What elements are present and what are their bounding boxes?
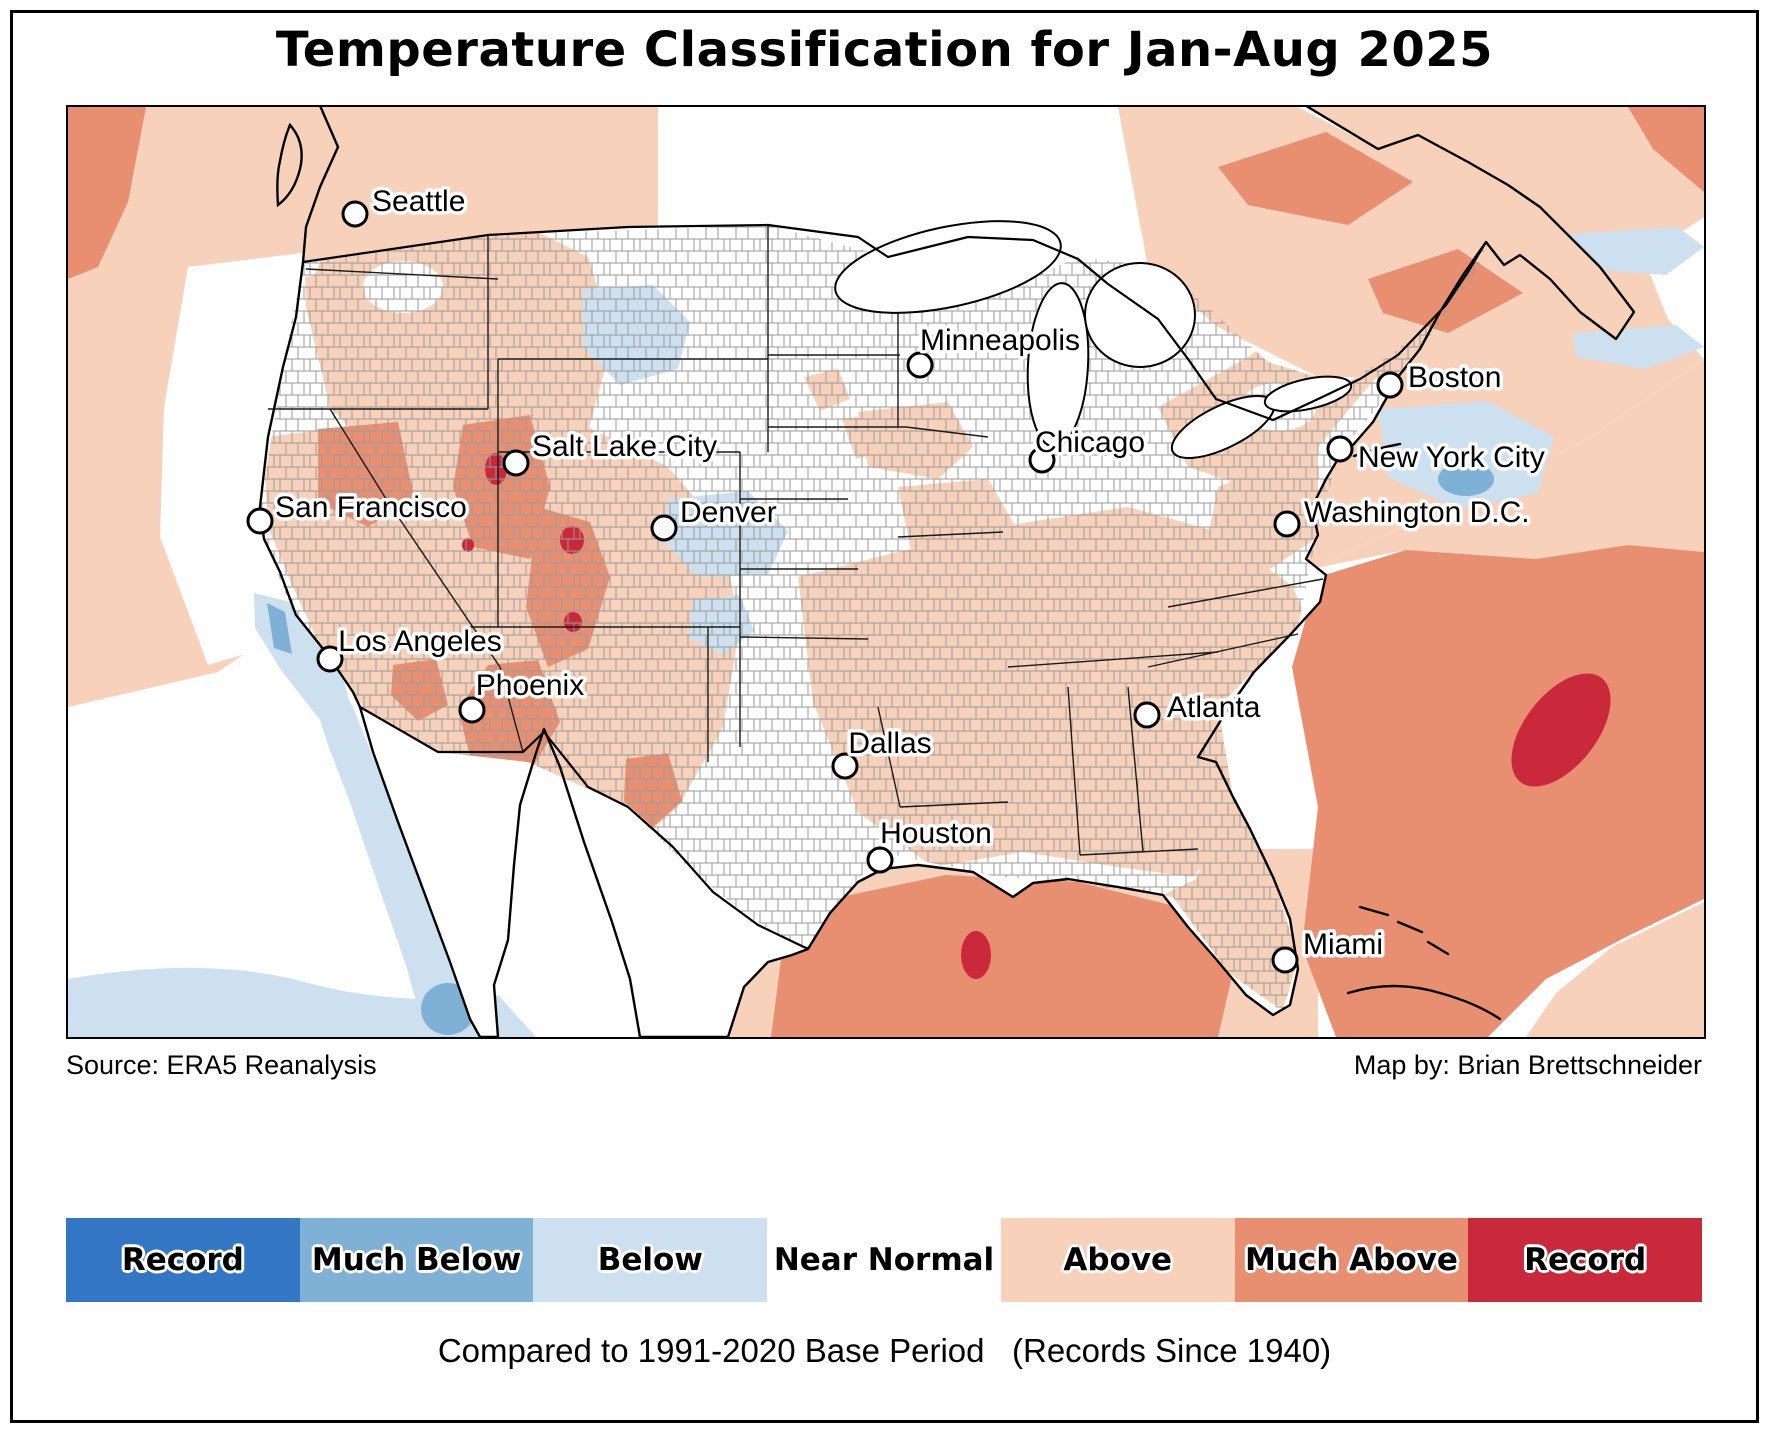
lake-ontario — [1263, 375, 1353, 413]
city-label-washington-dc: Washington D.C. — [1304, 496, 1530, 529]
city-marker-dallas — [831, 752, 859, 780]
legend-item-much-above: Much Above — [1234, 1218, 1469, 1302]
bahamas — [1358, 905, 1450, 956]
city-marker-chicago — [1028, 446, 1056, 474]
city-marker-boston — [1376, 371, 1404, 399]
cuba — [1346, 984, 1502, 1021]
legend-item-record: Record — [1468, 1218, 1703, 1302]
city-marker-minneapolis — [906, 351, 934, 379]
city-seattle: Seattle — [341, 181, 469, 228]
city-label-los-angeles: Los Angeles — [338, 625, 501, 658]
city-san-francisco: San Francisco — [246, 487, 470, 535]
legend-item-below: Below — [533, 1218, 768, 1302]
islands — [276, 122, 1502, 1021]
page-title: Temperature Classification for Jan-Aug 2… — [275, 22, 1494, 78]
state-borders — [268, 225, 1324, 856]
legend-label: Record — [121, 1242, 244, 1278]
source-note: Source: ERA5 Reanalysis — [66, 1050, 377, 1080]
city-houston: Houston — [866, 813, 995, 874]
legend-label: Record — [1524, 1242, 1647, 1278]
legend-label: Much Above — [1245, 1242, 1458, 1278]
city-label-houston: Houston — [880, 817, 992, 850]
city-salt-lake-city: Salt Lake City — [502, 426, 721, 477]
legend-label: Near Normal — [773, 1242, 995, 1278]
city-miami: Miami — [1271, 924, 1387, 974]
legend-bar: Record Much Below Below Near Normal Above Muc… — [66, 1218, 1703, 1302]
city-marker-new-york-city — [1326, 435, 1354, 463]
city-minneapolis: Minneapolis — [906, 320, 1084, 379]
city-label-chicago: Chicago — [1035, 426, 1145, 459]
city-marker-san-francisco — [246, 507, 274, 535]
map-frame: Seattle San Francisco Los Angeles Phoenix Sa… — [66, 105, 1706, 1039]
legend-label: Much Below — [311, 1242, 522, 1278]
city-marker-houston — [866, 846, 894, 874]
city-phoenix: Phoenix — [458, 665, 588, 724]
city-los-angeles: Los Angeles — [316, 621, 505, 673]
legend-item-much-below: Much Below — [299, 1218, 534, 1302]
city-marker-phoenix — [458, 696, 486, 724]
city-denver: Denver — [650, 492, 780, 542]
us-temperature-map: Seattle San Francisco Los Angeles Phoenix Sa… — [68, 107, 1704, 1037]
credit-note: Map by: Brian Brettschneider — [1353, 1050, 1702, 1080]
city-marker-salt-lake-city — [502, 449, 530, 477]
city-chicago: Chicago — [1028, 422, 1149, 474]
long-island — [1352, 442, 1402, 458]
city-label-salt-lake-city: Salt Lake City — [532, 430, 717, 463]
city-boston: Boston — [1376, 357, 1505, 399]
legend-caption: Compared to 1991-2020 Base Period (Recor… — [437, 1332, 1332, 1369]
vancouver-island — [276, 122, 303, 208]
city-marker-denver — [650, 514, 678, 542]
city-marker-los-angeles — [316, 645, 344, 673]
legend-item-above: Above — [1000, 1218, 1235, 1302]
lake-huron — [1084, 262, 1196, 368]
canada-regions — [303, 107, 1704, 377]
coastline — [258, 107, 1636, 1037]
city-label-miami: Miami — [1303, 928, 1383, 961]
city-label-phoenix: Phoenix — [476, 669, 584, 702]
city-label-minneapolis: Minneapolis — [920, 324, 1080, 357]
national-borders — [302, 223, 1487, 950]
city-label-boston: Boston — [1408, 361, 1501, 394]
city-atlanta: Atlanta — [1133, 687, 1264, 729]
lake-superior — [834, 220, 1062, 314]
city-dallas: Dallas — [831, 723, 935, 780]
legend-item-record: Record — [66, 1218, 300, 1302]
city-marker-atlanta — [1133, 701, 1161, 729]
canada-border — [302, 223, 1487, 422]
city-markers: Seattle San Francisco Los Angeles Phoenix Sa… — [246, 181, 1548, 974]
city-label-new-york-city: New York City — [1358, 441, 1545, 474]
lake-michigan — [1026, 282, 1090, 448]
city-label-atlanta: Atlanta — [1167, 691, 1261, 724]
city-new-york-city: New York City — [1326, 435, 1548, 477]
city-label-dallas: Dallas — [848, 727, 931, 760]
mexico-border — [359, 706, 809, 950]
legend-label: Below — [597, 1242, 703, 1278]
city-marker-miami — [1271, 946, 1299, 974]
legend-item-near-normal: Near Normal — [767, 1218, 1001, 1302]
city-marker-washington-dc — [1273, 510, 1301, 538]
city-label-san-francisco: San Francisco — [275, 491, 467, 524]
city-marker-seattle — [341, 200, 369, 228]
city-label-denver: Denver — [680, 496, 777, 529]
legend-label: Above — [1063, 1242, 1173, 1278]
city-washington-dc: Washington D.C. — [1273, 492, 1533, 538]
city-label-seattle: Seattle — [372, 185, 465, 218]
great-lakes — [834, 220, 1353, 459]
